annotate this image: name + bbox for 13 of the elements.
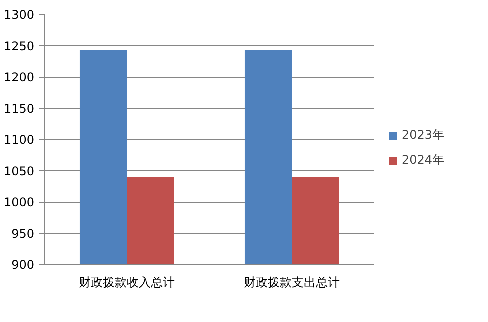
legend-label: 2024年 [402,152,445,169]
y-tick-label: 1250 [4,39,35,54]
legend-label: 2023年 [402,127,445,144]
y-tick-label: 1000 [4,196,35,210]
y-tick-label: 1150 [4,102,35,116]
y-tick-label: 1300 [4,8,35,22]
y-tick-label: 1200 [4,70,35,84]
y-tick-label: 900 [12,258,34,272]
x-tick-label: 财政拨款收入总计 [79,276,175,290]
y-tick-label: 1100 [4,133,35,147]
x-tick-label: 财政拨款支出总计 [244,276,340,290]
y-tick-label: 950 [12,226,34,241]
y-tick-label: 1050 [4,164,35,178]
